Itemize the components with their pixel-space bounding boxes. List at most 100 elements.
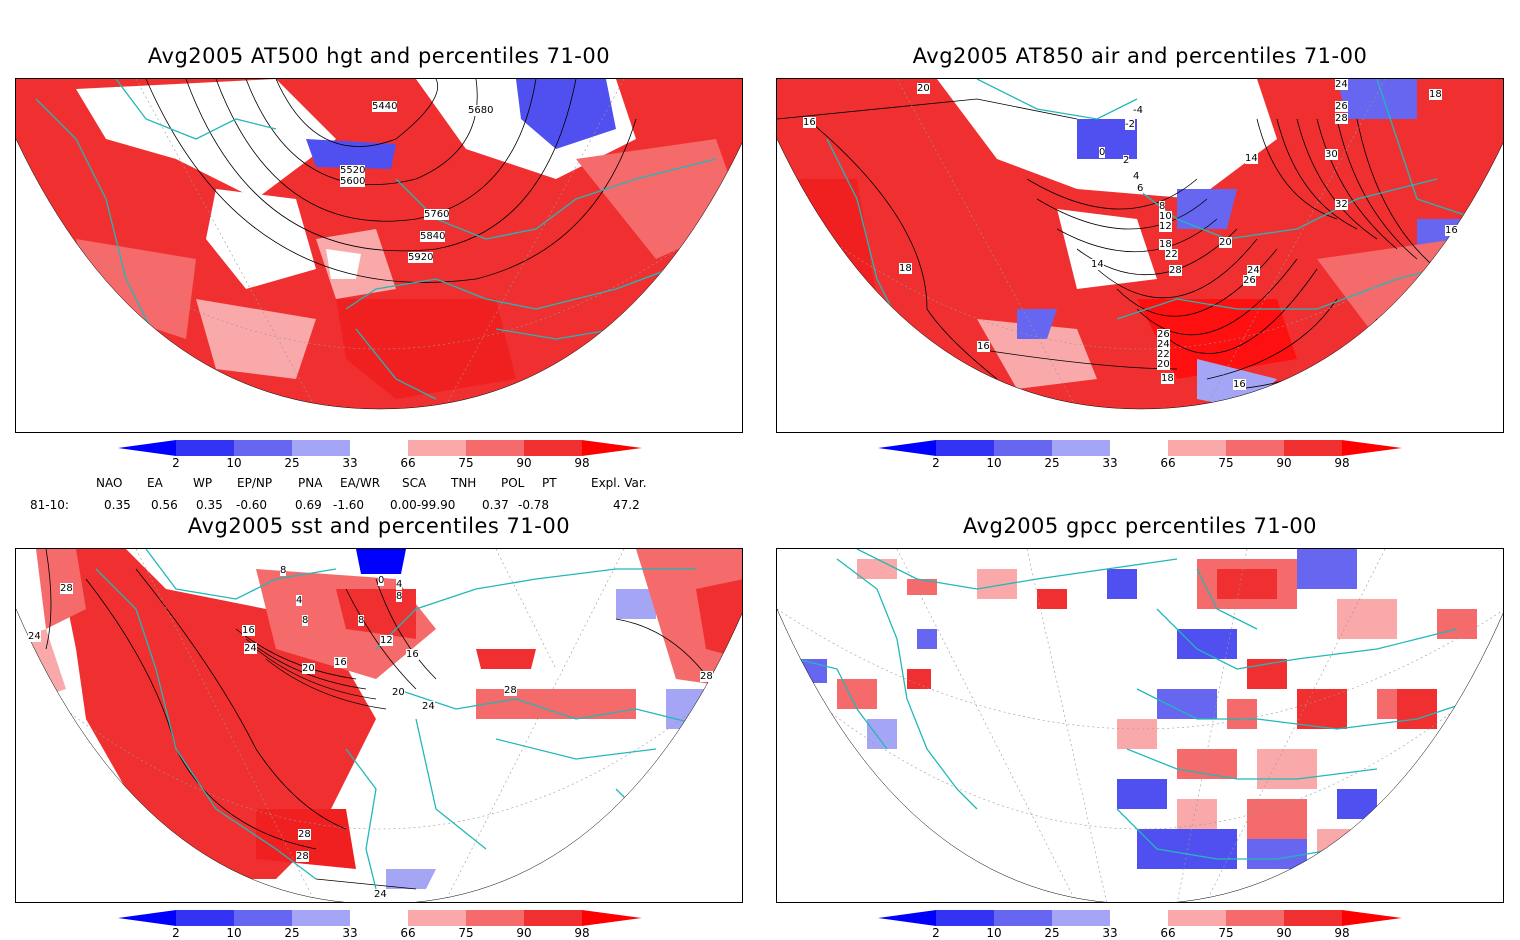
index-value: 0.69: [295, 498, 322, 512]
colorbar-gpcc: 2 10 25 33 66 75 90 98: [878, 910, 1402, 940]
contour-label: 18: [1429, 89, 1442, 100]
colorbar-hgt: 2 10 25 33 66 75 90 98: [118, 440, 642, 476]
colorbar-label: 75: [1218, 456, 1234, 470]
colorbar-label: 10: [226, 456, 242, 470]
contour-label: 14: [1245, 153, 1258, 164]
index-header: Expl. Var.: [591, 476, 647, 490]
map-canvas-gpcc: [777, 549, 1503, 902]
index-header: PNA: [298, 476, 323, 490]
colorbar-label: 2: [172, 926, 180, 940]
contour-label: 16: [242, 625, 255, 636]
colorbar-label: 2: [932, 926, 940, 940]
colorbar-swatches: [878, 910, 1402, 926]
index-header: WP: [193, 476, 213, 490]
colorbar-label: 25: [1044, 926, 1060, 940]
contour-label: 5920: [408, 252, 434, 263]
index-header: EA: [147, 476, 163, 490]
contour-label: -4: [1133, 105, 1143, 116]
contour-label: 24: [244, 643, 257, 654]
index-header: EP/NP: [237, 476, 273, 490]
panel-title-hgt: Avg2005 AT500 hgt and percentiles 71-00: [147, 44, 611, 68]
colorbar-label: 98: [1334, 926, 1350, 940]
colorbar-label: 75: [458, 456, 474, 470]
contour-label: 5840: [420, 231, 446, 242]
index-header: PT: [542, 476, 557, 490]
index-value: 47.2: [613, 498, 640, 512]
contour-label: -2: [1125, 119, 1135, 130]
contour-label: 8: [302, 615, 309, 626]
colorbar-label: 33: [1102, 926, 1118, 940]
colorbar-sst: 2 10 25 33 66 75 90 98: [118, 910, 642, 940]
contour-label: 22: [1165, 249, 1178, 260]
colorbar-label: 90: [516, 926, 532, 940]
contour-label: 4: [296, 595, 303, 606]
contour-label: 20: [917, 83, 930, 94]
contour-label: 6: [1137, 183, 1144, 194]
colorbar-label: 10: [986, 456, 1002, 470]
contour-label: 20: [1157, 359, 1170, 370]
contour-label: 24: [28, 631, 41, 642]
index-value: 0.35: [104, 498, 131, 512]
colorbar-label: 90: [1276, 926, 1292, 940]
contour-label: 24: [1157, 339, 1170, 350]
colorbar-label: 75: [1218, 926, 1234, 940]
colorbar-label: 98: [1334, 456, 1350, 470]
colorbar-label: 25: [1044, 456, 1060, 470]
colorbar-label: 98: [574, 926, 590, 940]
colorbar-swatches: [878, 440, 1402, 456]
index-value: 0.37: [482, 498, 509, 512]
colorbar-swatches: [118, 910, 642, 926]
contour-label: 8: [1159, 201, 1166, 212]
colorbar-air: 2 10 25 33 66 75 90 98: [878, 440, 1402, 476]
contour-label: 4: [396, 579, 403, 590]
contour-label: 16: [1445, 225, 1458, 236]
contour-label: 28: [60, 583, 73, 594]
contour-label: 16: [803, 117, 816, 128]
contour-label: 18: [1159, 239, 1172, 250]
contour-label: 0: [1099, 147, 1106, 158]
contour-label: 5680: [468, 105, 494, 116]
colorbar-label: 66: [1160, 926, 1176, 940]
contour-label: 8: [358, 615, 365, 626]
colorbar-label: 90: [516, 456, 532, 470]
colorbar-label: 66: [400, 926, 416, 940]
contour-label: 18: [899, 263, 912, 274]
colorbar-label: 90: [1276, 456, 1292, 470]
panel-title-gpcc: Avg2005 gpcc percentiles 71-00: [962, 514, 1318, 538]
contour-label: 10: [1159, 211, 1172, 222]
contour-label: 14: [1091, 259, 1104, 270]
contour-label: 24: [1335, 79, 1348, 90]
colorbar-label: 33: [342, 456, 358, 470]
index-header: SCA: [402, 476, 427, 490]
contour-label: 28: [700, 671, 713, 682]
contour-label: 28: [296, 851, 309, 862]
contour-label: 5600: [340, 176, 366, 187]
contour-label: 28: [504, 685, 517, 696]
contour-label: 28: [298, 829, 311, 840]
map-air: 20 16 18 18 24 26 28 30 32 16 14 0 2 4 6…: [776, 78, 1504, 433]
index-header: EA/WR: [340, 476, 381, 490]
index-row-label: 81-10:: [30, 498, 69, 512]
contour-label: 24: [374, 889, 387, 900]
contour-label: 26: [1157, 329, 1170, 340]
contour-label: 22: [1157, 349, 1170, 360]
index-value: 0.56: [151, 498, 178, 512]
colorbar-label: 66: [1160, 456, 1176, 470]
contour-label: 28: [1169, 265, 1182, 276]
contour-label: 2: [1123, 155, 1130, 166]
contour-label: 16: [977, 341, 990, 352]
contour-label: 5760: [424, 209, 450, 220]
colorbar-label: 10: [226, 926, 242, 940]
index-header: NAO: [96, 476, 123, 490]
colorbar-label: 66: [400, 456, 416, 470]
colorbar-label: 25: [284, 456, 300, 470]
contour-label: 28: [1335, 113, 1348, 124]
contour-label: 16: [1233, 379, 1246, 390]
index-value: 0.00-99.90: [390, 498, 456, 512]
index-value: 0.35: [196, 498, 223, 512]
contour-label: 32: [1335, 199, 1348, 210]
contour-label: 8: [396, 591, 403, 602]
colorbar-swatches: [118, 440, 642, 456]
contour-label: 26: [1335, 101, 1348, 112]
colorbar-label: 2: [172, 456, 180, 470]
